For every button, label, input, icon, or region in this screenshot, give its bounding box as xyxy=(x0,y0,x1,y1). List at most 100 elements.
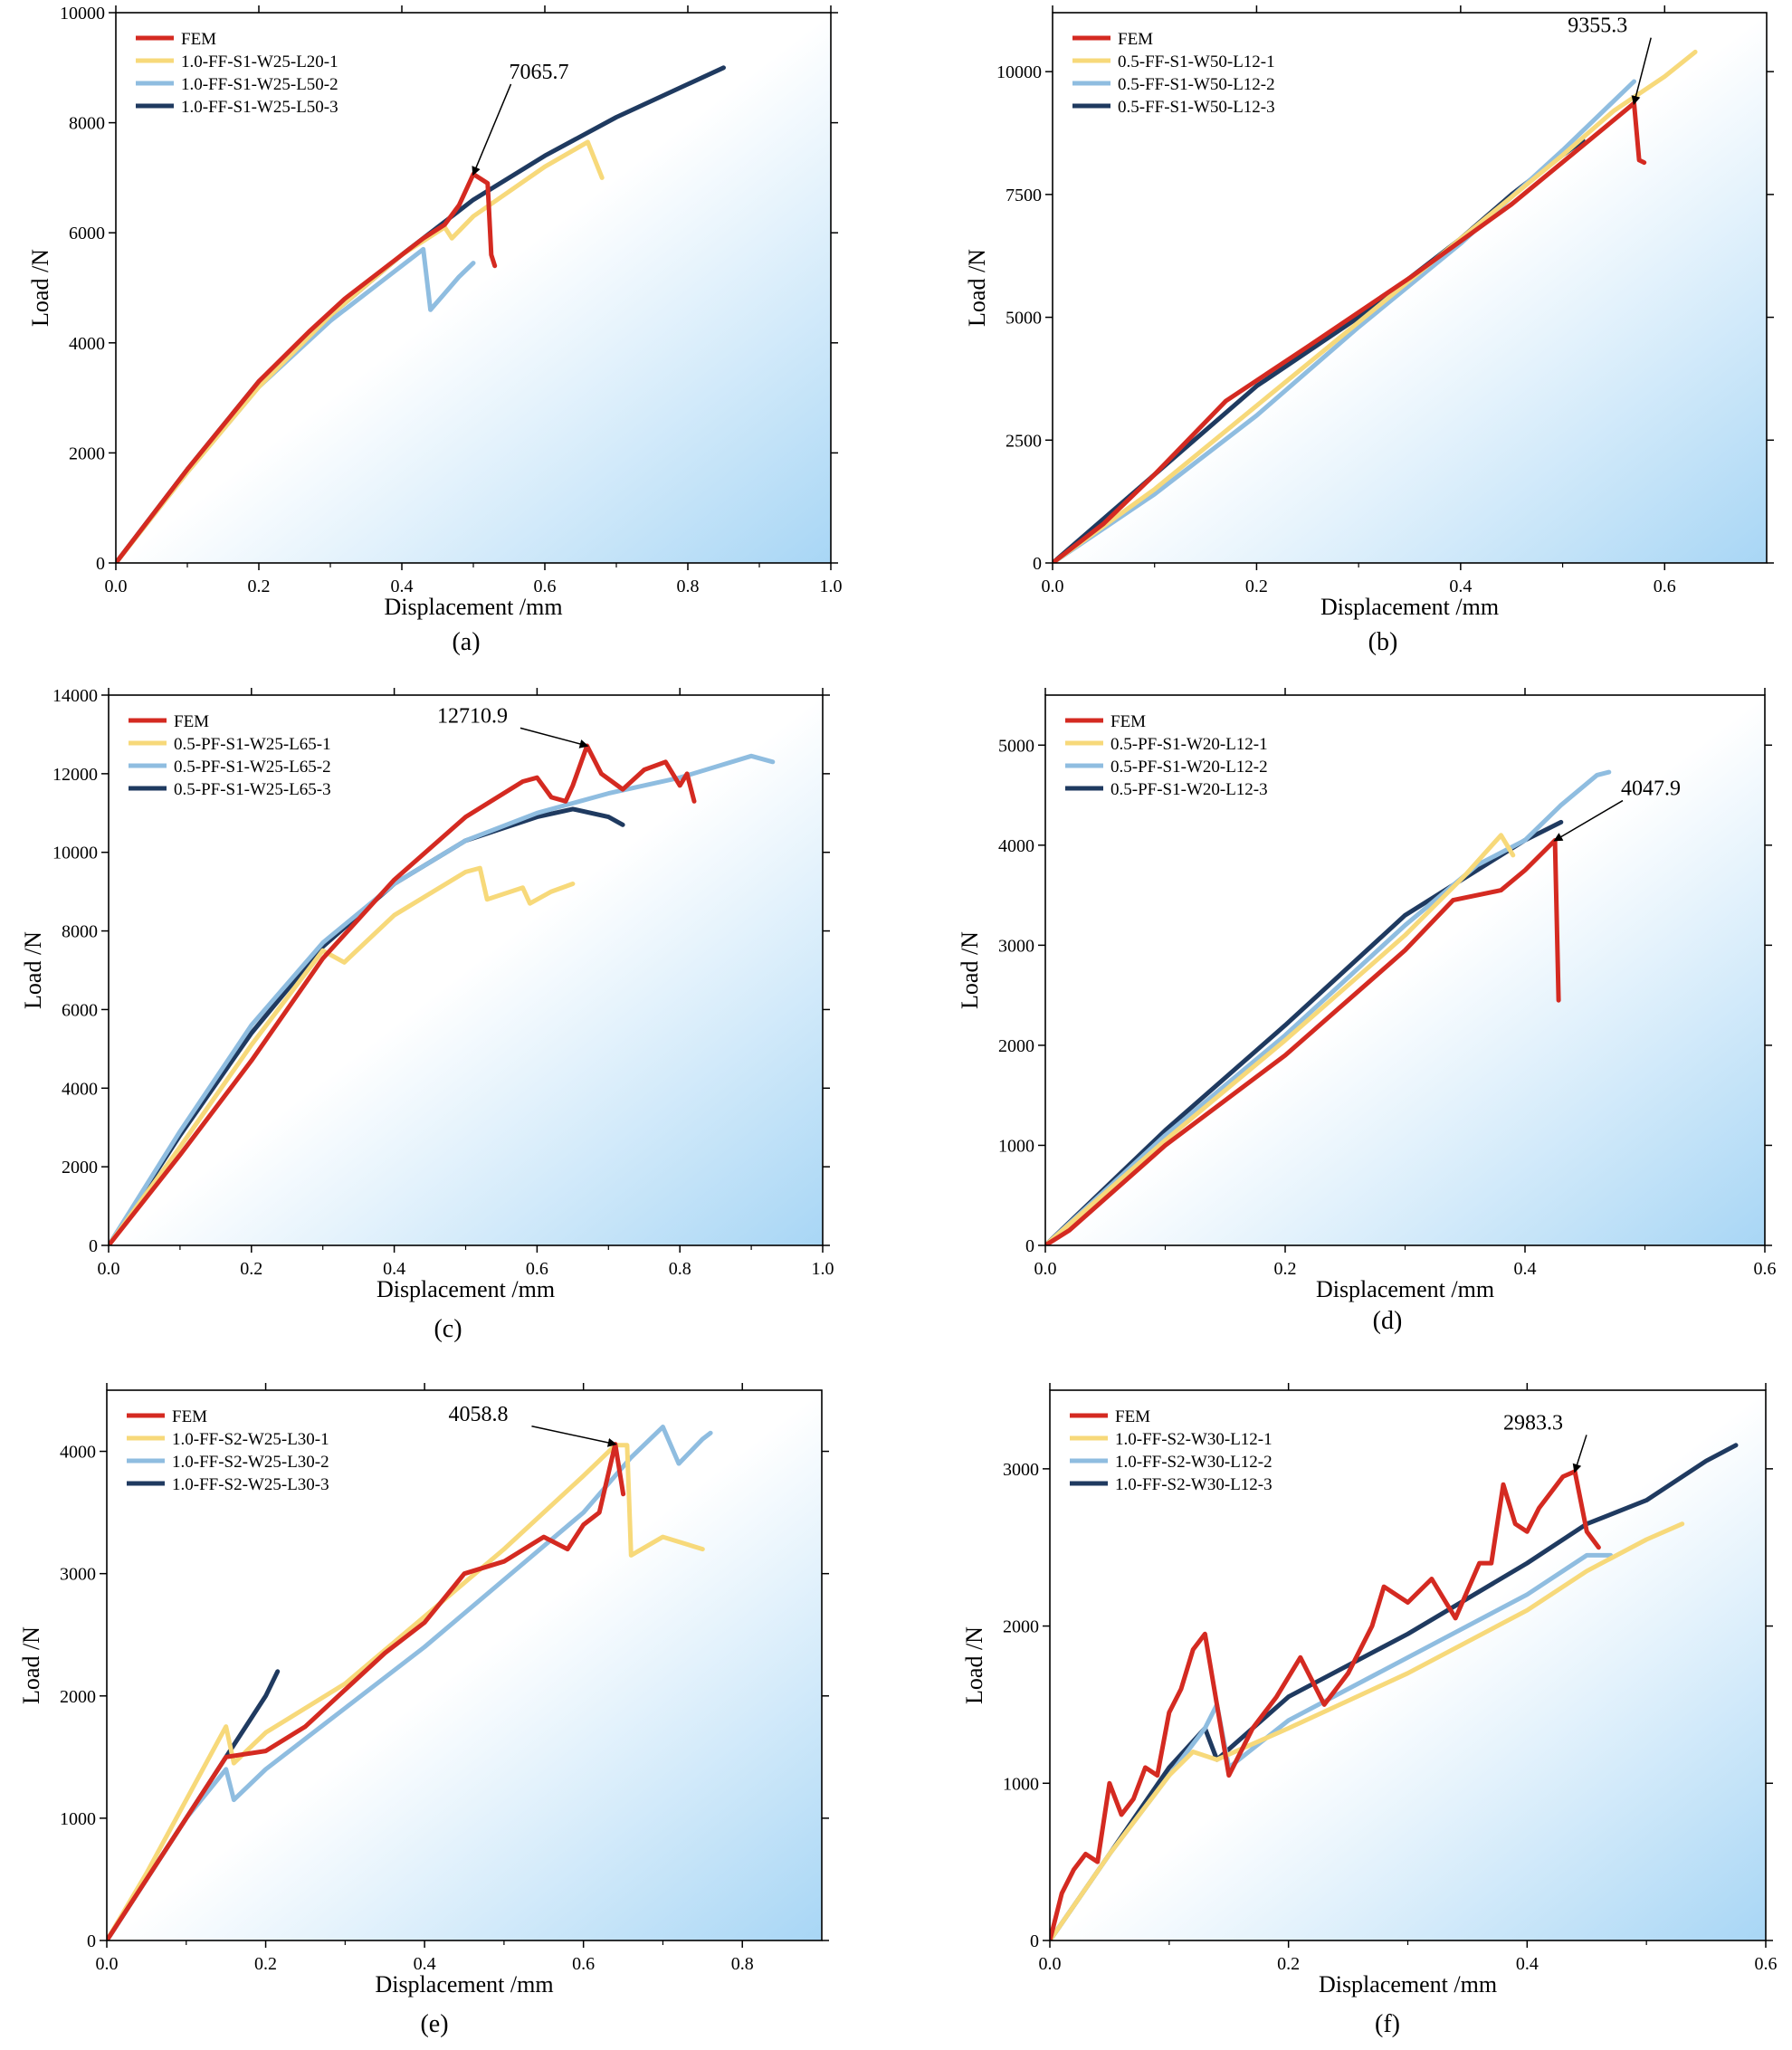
x-tick-label: 0.0 xyxy=(1034,1259,1057,1279)
annotation-arrow xyxy=(472,83,512,176)
legend: FEM 1.0-FF-S2-W30-L12-1 1.0-FF-S2-W30-L12-… xyxy=(1070,1407,1273,1494)
series-group xyxy=(116,65,726,563)
annotation-label: 4047.9 xyxy=(1621,777,1681,801)
x-tick-label: 0.0 xyxy=(1042,577,1064,596)
x-tick-label: 0.2 xyxy=(1245,577,1268,596)
x-tick-label: 0.6 xyxy=(534,577,557,596)
series-line-specimen-3 xyxy=(1050,1443,1739,1940)
x-tick-label: 0.6 xyxy=(1755,1954,1778,1974)
legend-entry: FEM xyxy=(1110,712,1146,731)
x-axis-label: Displacement /mm xyxy=(1320,594,1499,620)
x-tick-label: 0.4 xyxy=(1449,577,1472,596)
y-tick-label: 6000 xyxy=(69,224,105,243)
x-tick-label: 0.0 xyxy=(1039,1954,1062,1974)
y-axis-label: Load /N xyxy=(957,931,983,1009)
legend-entry: 1.0-FF-S2-W25-L30-3 xyxy=(172,1475,329,1494)
annotation-arrow xyxy=(1572,1435,1587,1473)
x-tick-label: 1.0 xyxy=(812,1259,834,1279)
x-tick-label: 0.8 xyxy=(731,1954,754,1974)
y-tick-label: 2000 xyxy=(998,1036,1034,1056)
legend-entry: 0.5-PF-S1-W20-L12-3 xyxy=(1110,780,1268,799)
series-line-specimen-1 xyxy=(109,865,576,1245)
x-axis-label: Displacement /mm xyxy=(384,594,562,620)
legend-entry: 0.5-PF-S1-W20-L12-2 xyxy=(1110,758,1268,777)
series-line-fem xyxy=(109,743,697,1245)
y-tick-label: 1000 xyxy=(60,1809,96,1829)
y-tick-label: 3000 xyxy=(998,936,1034,956)
annotation-label: 4058.8 xyxy=(448,1403,508,1426)
legend-entry: 1.0-FF-S2-W30-L12-1 xyxy=(1115,1430,1273,1449)
y-axis-label: Load /N xyxy=(964,249,990,327)
y-tick-label: 1000 xyxy=(1003,1774,1039,1794)
y-tick-label: 8000 xyxy=(62,922,98,942)
y-tick-label: 0 xyxy=(1033,554,1042,574)
series-line-specimen-1 xyxy=(1045,833,1516,1245)
x-tick-label: 0.2 xyxy=(248,577,271,596)
panel-label: (e) xyxy=(420,2010,448,2038)
annotation-label: 2983.3 xyxy=(1503,1411,1563,1435)
chart-panel-4: 0.0 0.2 0.4 0.6 0 1000 2000 3000 4000 5000 FEM 0.5-… xyxy=(957,688,1777,1335)
y-tick-label: 2500 xyxy=(1006,431,1042,451)
legend-entry: 0.5-PF-S1-W25-L65-2 xyxy=(174,758,331,777)
y-tick-label: 3000 xyxy=(60,1565,96,1585)
chart-panel-2: 0.0 0.2 0.4 0.6 0 2500 5000 7500 10000 FEM 0.5-FF-… xyxy=(964,5,1774,656)
legend-entry: 1.0-FF-S2-W30-L12-2 xyxy=(1115,1453,1273,1472)
x-tick-label: 0.6 xyxy=(572,1954,595,1974)
x-tick-label: 0.0 xyxy=(105,577,128,596)
x-tick-label: 0.2 xyxy=(240,1259,262,1279)
legend-entry: FEM xyxy=(181,30,216,49)
x-tick-label: 0.4 xyxy=(414,1954,436,1974)
legend-entry: 1.0-FF-S1-W25-L50-3 xyxy=(181,98,338,117)
x-tick-label: 0.6 xyxy=(526,1259,548,1279)
annotation-arrow xyxy=(531,1425,617,1447)
y-tick-label: 4000 xyxy=(998,836,1034,856)
legend-entry: 1.0-FF-S1-W25-L20-1 xyxy=(181,52,338,72)
legend-entry: 0.5-FF-S1-W50-L12-2 xyxy=(1118,75,1275,94)
y-tick-label: 14000 xyxy=(52,686,98,706)
series-line-fem xyxy=(1053,100,1647,563)
legend-entry: 0.5-PF-S1-W25-L65-3 xyxy=(174,780,331,799)
chart-panel-3: 0.0 0.2 0.4 0.6 0.8 1.0 0 2000 4000 6000 8000 10000… xyxy=(20,686,834,1343)
plot-frame xyxy=(1052,12,1768,564)
legend-entry: FEM xyxy=(172,1407,207,1426)
x-tick-label: 0.4 xyxy=(391,577,414,596)
y-tick-label: 12000 xyxy=(52,765,98,785)
legend-entry: 0.5-FF-S1-W50-L12-3 xyxy=(1118,98,1275,117)
plot-area-background xyxy=(1050,1390,1766,1940)
plot-area-background xyxy=(109,695,823,1245)
legend-entry: FEM xyxy=(1115,1407,1150,1426)
series-group xyxy=(1045,769,1612,1245)
y-tick-label: 0 xyxy=(87,1931,96,1951)
y-tick-label: 5000 xyxy=(1006,309,1042,329)
legend-entry: 1.0-FF-S2-W30-L12-3 xyxy=(1115,1475,1273,1494)
legend: FEM 0.5-PF-S1-W25-L65-1 0.5-PF-S1-W25-L65-… xyxy=(129,712,331,799)
chart-panel-6: 0.0 0.2 0.4 0.6 0 1000 2000 3000 FEM 1.0-FF-S2-W3… xyxy=(961,1383,1778,2038)
y-axis-label: Load /N xyxy=(18,1626,44,1704)
y-tick-label: 2000 xyxy=(69,443,105,463)
annotation-arrow xyxy=(1631,37,1652,106)
panel-label: (f) xyxy=(1375,2010,1400,2038)
x-tick-label: 0.8 xyxy=(669,1259,691,1279)
plot-area-background xyxy=(1045,695,1765,1245)
y-tick-label: 10000 xyxy=(996,62,1042,82)
y-tick-label: 0 xyxy=(1025,1236,1034,1256)
y-tick-label: 0 xyxy=(96,554,105,574)
series-line-specimen-1 xyxy=(1050,1521,1685,1940)
x-tick-label: 0.4 xyxy=(383,1259,405,1279)
y-tick-label: 6000 xyxy=(62,1000,98,1020)
x-tick-label: 0.0 xyxy=(96,1954,119,1974)
y-axis-label: Load /N xyxy=(27,249,53,327)
x-tick-label: 0.2 xyxy=(254,1954,277,1974)
panel-label: (a) xyxy=(452,628,480,656)
x-tick-label: 1.0 xyxy=(820,577,843,596)
series-line-specimen-2 xyxy=(109,753,776,1245)
annotation-arrow xyxy=(519,727,589,748)
x-tick-label: 0.6 xyxy=(1754,1259,1777,1279)
legend-entry: FEM xyxy=(1118,30,1153,49)
y-tick-label: 4000 xyxy=(60,1443,96,1463)
series-group xyxy=(107,1425,713,1940)
panel-label: (b) xyxy=(1368,628,1398,656)
annotation-label: 12710.9 xyxy=(437,704,508,728)
legend: FEM 1.0-FF-S1-W25-L20-1 1.0-FF-S1-W25-L50-… xyxy=(136,30,338,117)
y-axis-label: Load /N xyxy=(961,1626,987,1704)
